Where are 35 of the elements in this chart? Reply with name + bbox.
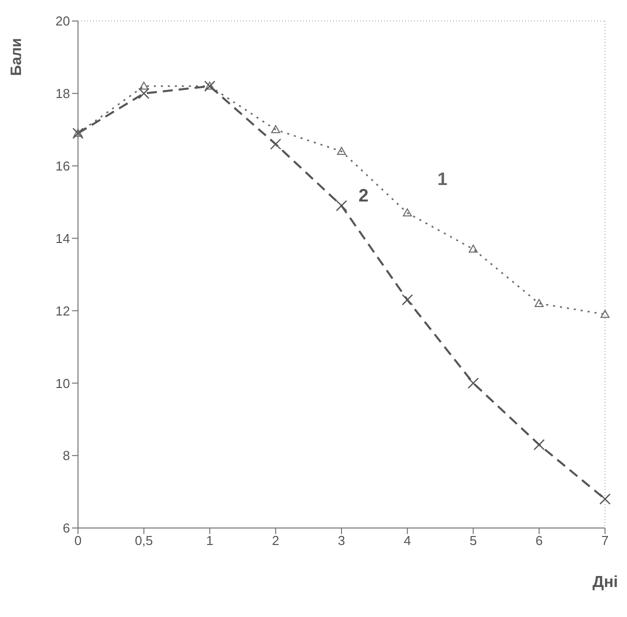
x-tick-label: 7 xyxy=(601,533,609,548)
point xyxy=(270,138,282,150)
x-tick-label: 0 xyxy=(74,533,82,548)
point xyxy=(599,493,611,505)
x-tick-label: 6 xyxy=(536,533,543,548)
x-tick-label: 2 xyxy=(272,533,280,548)
point xyxy=(337,146,346,155)
y-tick-label: 12 xyxy=(56,303,70,318)
point xyxy=(139,82,148,90)
point xyxy=(138,88,150,100)
y-tick-label: 8 xyxy=(62,448,70,464)
point xyxy=(402,208,412,216)
x-tick-label: 3 xyxy=(338,533,346,548)
y-tick-label: 10 xyxy=(56,376,70,391)
y-tick-label: 14 xyxy=(56,230,70,246)
x-tick-label: 0,5 xyxy=(134,533,153,548)
point xyxy=(534,439,545,450)
x-axis-title: Дні xyxy=(592,574,618,592)
y-tick-label: 6 xyxy=(62,520,70,536)
x-tick-label: 1 xyxy=(206,533,214,548)
x-tick-label: 5 xyxy=(470,533,477,548)
point xyxy=(402,294,413,306)
series-label: 1 xyxy=(437,168,448,189)
x-tick-label: 4 xyxy=(404,533,411,548)
point xyxy=(468,378,479,389)
point xyxy=(336,200,348,212)
point xyxy=(468,244,478,253)
point xyxy=(534,298,544,307)
point xyxy=(271,125,280,134)
y-tick-label: 20 xyxy=(56,14,70,29)
y-tick-label: 16 xyxy=(56,158,70,174)
y-tick-label: 18 xyxy=(56,86,70,102)
series-label: 2 xyxy=(358,186,369,206)
point xyxy=(600,310,610,318)
y-axis-title: Бали xyxy=(8,38,25,76)
